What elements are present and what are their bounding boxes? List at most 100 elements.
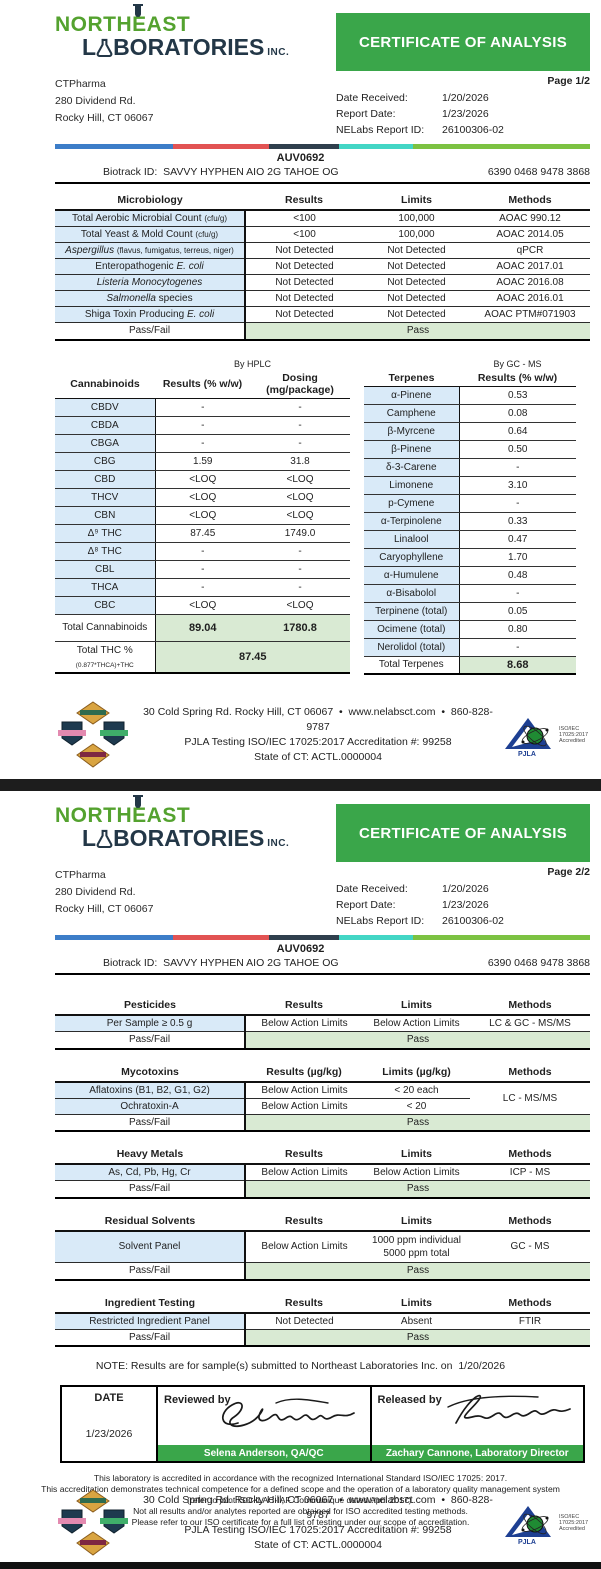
total-cannabinoids-row: Total Cannabinoids 89.04 1780.8 [55,614,350,642]
logo-name-top: NORTHEAST [55,4,325,37]
hplc-method-note: By HPLC [233,358,271,369]
accreditation-statement: This laboratory is accredited in accorda… [41,1473,560,1527]
table-row: Camphene 0.08 [364,404,576,423]
microbiology-title: Microbiology [55,191,245,211]
client-address-line2: Rocky Hill, CT 06067 [55,112,154,124]
table-row: Total Aerobic Microbial Count (cfu/g) <10… [55,210,590,227]
signoff-date-value: 1/23/2026 [85,1428,133,1440]
table-row: Aspergillus (flavus, fumigatus, terreus,… [55,242,590,259]
terpenes-table: Terpenes Results (% w/w) α-Pinene 0.53 Ca… [364,369,576,675]
table-row: THCA - - [55,578,350,597]
table-row: Ocimene (total) 0.80 [364,620,576,639]
heavy-metals-table: Heavy Metals Results Limits Methods As, Cd,… [55,1145,590,1199]
table-row: α-Humulene 0.48 [364,566,576,585]
signoff-date-cell: DATE 1/23/2026 [62,1387,158,1461]
report-meta-block: Date Received: 1/20/2026 Report Date: 1/23… [336,90,590,138]
table-row: Salmonella species Not Detected Not Detect… [55,290,590,307]
table-row: THCV <LOQ <LOQ [55,488,350,507]
state-license-line: State of CT: ACTL.0000004 [254,751,382,763]
pass-status: Pass [245,1114,590,1132]
client-address-block: CTPharma 280 Dividend Rd. Rocky Hill, CT… [55,869,154,915]
pjla-logo: PJLA ISO/IEC 17025:2017 Accredited [502,713,593,757]
document-bottom-bar [0,1562,601,1569]
pass-fail-row: Pass/Fail Pass [55,322,590,341]
microbiology-table: Microbiology Results Limits Methods Tota… [55,191,590,341]
pass-status: Pass [245,322,590,341]
table-row: CBN <LOQ <LOQ [55,506,350,525]
chemistry-tables: By HPLC Cannabinoids Results (% w/w) Dos… [55,358,576,676]
terpenes-section: By GC - MS Terpenes Results (% w/w) α-Pi… [364,358,576,675]
total-terpenes-row: Total Terpenes 8.68 [364,656,576,675]
released-by-cell: Released by Zachary Cannone, Laboratory … [371,1387,583,1461]
releaser-signature [446,1394,571,1424]
reviewed-by-cell: Reviewed by Selena Anderson, QA/QC [158,1387,372,1461]
table-row: p-Cymene - [364,494,576,513]
pjla-triangle-icon: PJLA [505,718,551,757]
table-row: CBC <LOQ <LOQ [55,596,350,615]
lab-address-block: 30 Cold Spring Rd. Rocky Hill, CT 06067 … [134,1493,502,1553]
coa-page-2: NORTHEAST L BORATORIES INC. CTPharma 280 D… [0,791,601,1569]
table-row: CBDV - - [55,398,350,417]
pjla-accredited-caption: ISO/IEC 17025:2017 Accredited [559,1514,589,1532]
ingredient-testing-table: Ingredient Testing Results Limits Methods R… [55,1293,590,1347]
biotrack-row: Biotrack ID: SAVVY HYPHEN AIO 2G TAHOE O… [55,957,590,975]
report-id-value: 26100306-02 [442,124,504,136]
certificate-of-analysis-banner: CERTIFICATE OF ANALYSIS [336,13,590,71]
pjla-accreditation-line: PJLA Testing ISO/IEC 17025:2017 Accredit… [184,1524,452,1536]
logo-name-bottom: L BORATORIES INC. [82,34,290,60]
date-received-value: 1/20/2026 [442,92,489,104]
pass-fail-row: Pass/Fail Pass [55,1329,590,1347]
lab-address-line: 30 Cold Spring Rd. Rocky Hill, CT 06067 … [143,706,493,733]
page-header: NORTHEAST L BORATORIES INC. CTPharma 280 D… [0,0,601,138]
svg-text:PJLA: PJLA [518,1539,536,1545]
releaser-name-bar: Zachary Cannone, Laboratory Director [371,1445,583,1461]
accreditation-badges-icon [58,701,128,768]
table-row: As, Cd, Pb, Hg, Cr Below Action Limits Bel… [55,1164,590,1181]
biotrack-label: Biotrack ID: [103,166,158,178]
flask-icon [96,38,113,57]
client-name: CTPharma [55,78,106,90]
total-thc-value: 87.45 [155,641,350,674]
table-row: CBDA - - [55,416,350,435]
table-row: Nerolidol (total) - [364,638,576,657]
pass-fail-row: Pass/Fail Pass [55,1262,590,1281]
pass-status: Pass [245,1180,590,1199]
total-thc-row: Total THC % (0.877*THCA)+THC 87.45 [55,641,350,674]
page-header: NORTHEAST L BORATORIES INC. CTPharma 280 D… [0,791,601,929]
table-row: Per Sample ≥ 0.5 g Below Action Limits Bel… [55,1015,590,1032]
pjla-logo: PJLA ISO/IEC 17025:2017 Accredited [502,1501,593,1545]
table-row: Linalool 0.47 [364,530,576,549]
coa-page-1: NORTHEAST L BORATORIES INC. CTPharma 280 D… [0,0,601,779]
certificate-of-analysis-banner: CERTIFICATE OF ANALYSIS [336,804,590,862]
table-row: Shiga Toxin Producing E. coli Not Detecte… [55,306,590,323]
test-tube-icon [133,4,143,17]
shared-method-cell: LC - MS/MS [470,1081,590,1115]
table-row: α-Pinene 0.53 [364,386,576,405]
test-tube-icon [133,795,143,808]
sample-note: NOTE: Results are for sample(s) submitte… [95,1360,506,1372]
pass-status: Pass [245,1262,590,1281]
report-id-label: NELabs Report ID: [336,124,425,136]
flask-icon [96,829,113,848]
date-received-label: Date Received: [336,92,408,104]
report-date-value: 1/23/2026 [442,108,489,120]
lab-address-line: 30 Cold Spring Rd. Rocky Hill, CT 06067 … [143,1494,493,1521]
table-row: Δ⁸ THC - - [55,542,350,561]
gcms-method-note: By GC - MS [493,358,542,369]
table-row: β-Myrcene 0.64 [364,422,576,441]
table-row: β-Pinene 0.50 [364,440,576,459]
page-number-label: Page 1/2 [547,75,590,87]
pass-status: Pass [245,1329,590,1347]
table-row: Listeria Monocytogenes Not Detected Not De… [55,274,590,291]
brand-color-stripe [55,144,590,149]
report-date-label: Report Date: [336,108,396,120]
biotrack-row: Biotrack ID: SAVVY HYPHEN AIO 2G TAHOE O… [55,166,590,184]
report-meta-block: Date Received: 1/20/2026 Report Date: 1/23… [336,883,504,927]
svg-text:PJLA: PJLA [518,751,536,757]
pass-fail-row: Pass/Fail Pass [55,1180,590,1199]
mycotoxins-table: Mycotoxins Results (µg/kg) Limits (µg/kg) M… [55,1062,590,1132]
cannabinoids-section: By HPLC Cannabinoids Results (% w/w) Dos… [55,359,350,676]
page-break-bar [0,779,601,791]
table-row: α-Terpinolene 0.33 [364,512,576,531]
client-address-block: CTPharma 280 Dividend Rd. Rocky Hill, CT… [55,76,325,127]
